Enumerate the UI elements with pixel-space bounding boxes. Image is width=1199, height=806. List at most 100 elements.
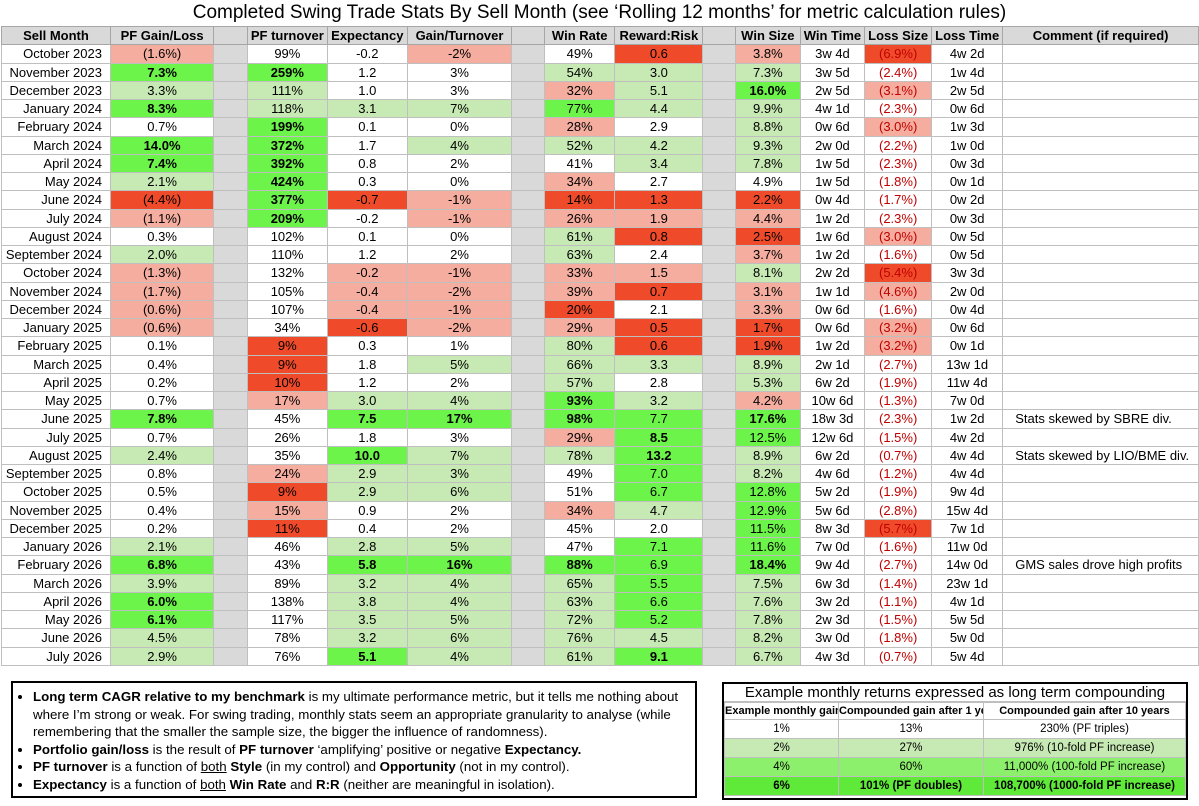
column-header-expectancy: Expectancy	[326, 25, 408, 46]
gto-cell: 7%	[406, 98, 513, 119]
exp-cell: 5.8	[326, 555, 408, 575]
wsize-cell: 9.9%	[734, 98, 801, 119]
spacer-cell	[511, 244, 545, 265]
month-cell: October 2025	[1, 482, 111, 502]
note-item: Portfolio gain/loss is the result of PF …	[33, 741, 687, 759]
wtime-cell: 1w 5d	[799, 171, 866, 192]
spacer-cell	[511, 80, 545, 101]
spacer-cell	[702, 153, 736, 174]
rr-cell: 7.1	[614, 536, 704, 557]
spacer-cell	[511, 208, 545, 228]
table-row: January 2026 2.1% 46% 2.8 5% 47% 7.1 11.6% 7w 0d…	[1, 536, 1199, 557]
compounding-table: Example monthly gain Compounded gain afte…	[724, 702, 1186, 796]
wsize-cell: 8.9%	[734, 445, 801, 466]
note-text: is a function of	[106, 776, 201, 792]
win-cell: 65%	[543, 573, 616, 593]
exp-cell: 3.1	[326, 98, 408, 119]
spacer-cell	[213, 354, 248, 374]
win-cell: 49%	[543, 463, 616, 484]
exp-cell: 3.5	[326, 609, 408, 630]
example-cell: 6%	[724, 776, 839, 796]
gto-cell: -2%	[406, 44, 513, 64]
spacer-cell	[213, 555, 248, 575]
note-text: R:R	[316, 776, 340, 792]
ltime-cell: 0w 1d	[931, 171, 1004, 192]
spacer-cell	[702, 500, 736, 520]
win-cell: 14%	[543, 190, 616, 210]
comment-cell	[1002, 153, 1199, 174]
wtime-cell: 1w 2d	[799, 208, 866, 228]
wtime-cell: 1w 2d	[799, 244, 866, 265]
win-cell: 49%	[543, 44, 616, 64]
exp-cell: -0.2	[326, 263, 408, 283]
comment-cell	[1002, 281, 1199, 301]
month-cell: January 2024	[1, 98, 111, 119]
comment-cell	[1002, 44, 1199, 64]
gain-cell: 3.3%	[109, 80, 215, 101]
spacer-cell	[213, 336, 248, 356]
comment-cell	[1002, 518, 1199, 539]
month-cell: June 2024	[1, 190, 111, 210]
rr-cell: 6.7	[614, 482, 704, 502]
turnover-cell: 111%	[246, 80, 328, 101]
gain-cell: 0.1%	[109, 336, 215, 356]
table-row: March 2026 3.9% 89% 3.2 4% 65% 5.5 7.5% 6w 3d (1.…	[1, 573, 1199, 593]
spacer-cell	[511, 463, 545, 484]
gain-cell: 0.7%	[109, 117, 215, 137]
example-cell: 976% (10-fold PF increase)	[983, 738, 1186, 758]
example-row: 6% 101% (PF doubles) 108,700% (1000-fold P…	[724, 776, 1186, 796]
turnover-cell: 110%	[246, 244, 328, 265]
comment-cell	[1002, 573, 1199, 593]
stats-table: Sell Month PF Gain/Loss PF turnover Expecta…	[1, 25, 1199, 666]
note-text: Win Rate	[229, 776, 287, 792]
win-cell: 80%	[543, 336, 616, 356]
month-cell: September 2024	[1, 244, 111, 265]
spacer-cell	[213, 117, 248, 137]
spacer-cell	[213, 244, 248, 265]
lsize-cell: (2.7%)	[864, 555, 933, 575]
turnover-cell: 107%	[246, 299, 328, 320]
gto-cell: 4%	[406, 646, 513, 666]
spacer-cell	[702, 372, 736, 393]
exp-cell: -0.2	[326, 208, 408, 228]
ltime-cell: 2w 0d	[931, 281, 1004, 301]
rr-cell: 2.8	[614, 372, 704, 393]
lsize-cell: (2.3%)	[864, 153, 933, 174]
lsize-cell: (1.5%)	[864, 427, 933, 447]
wtime-cell: 1w 1d	[799, 281, 866, 301]
turnover-cell: 117%	[246, 609, 328, 630]
lsize-cell: (1.1%)	[864, 591, 933, 612]
wtime-cell: 18w 3d	[799, 409, 866, 429]
rr-cell: 1.3	[614, 190, 704, 210]
spacer-cell	[702, 226, 736, 247]
turnover-cell: 45%	[246, 409, 328, 429]
gain-cell: 6.1%	[109, 609, 215, 630]
gto-cell: 6%	[406, 482, 513, 502]
spacer-cell	[511, 317, 545, 338]
lsize-cell: (6.9%)	[864, 44, 933, 64]
turnover-cell: 76%	[246, 646, 328, 666]
spacer-cell	[702, 117, 736, 137]
month-cell: June 2026	[1, 628, 111, 648]
win-cell: 63%	[543, 244, 616, 265]
example-row: 2% 27% 976% (10-fold PF increase)	[724, 738, 1186, 758]
spacer-cell	[213, 190, 248, 210]
table-row: September 2025 0.8% 24% 2.9 3% 49% 7.0 8.2% 4w 6…	[1, 463, 1199, 484]
gain-cell: 0.3%	[109, 226, 215, 247]
win-cell: 66%	[543, 354, 616, 374]
turnover-cell: 377%	[246, 190, 328, 210]
gto-cell: 2%	[406, 518, 513, 539]
month-cell: January 2025	[1, 317, 111, 338]
comment-cell: GMS sales drove high profits	[1002, 555, 1199, 575]
wtime-cell: 2w 2d	[799, 263, 866, 283]
notes-box: Long term CAGR relative to my benchmark …	[11, 681, 697, 798]
exp-cell: 1.2	[326, 62, 408, 82]
wtime-cell: 1w 2d	[799, 336, 866, 356]
gain-cell: 7.8%	[109, 409, 215, 429]
lsize-cell: (1.9%)	[864, 482, 933, 502]
comment-cell	[1002, 646, 1199, 666]
spacer-cell	[511, 628, 545, 648]
gto-cell: 17%	[406, 409, 513, 429]
spacer-cell	[213, 463, 248, 484]
comment-cell	[1002, 244, 1199, 265]
